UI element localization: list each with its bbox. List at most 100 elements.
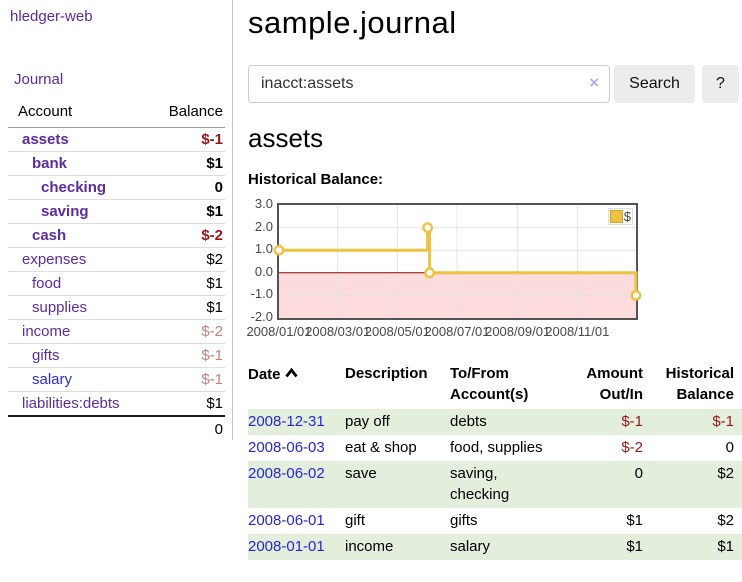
- transaction-accounts: debts: [450, 413, 487, 430]
- transactions-header-row: Date Description To/From Account(s) Amount …: [248, 361, 742, 409]
- search-input[interactable]: [248, 65, 610, 103]
- account-balance: $1: [206, 275, 223, 292]
- account-balance: $1: [206, 395, 223, 412]
- account-link[interactable]: salary: [32, 371, 73, 388]
- y-axis-tick-label: 0.0: [254, 263, 273, 279]
- transaction-balance: $-1: [712, 413, 734, 430]
- account-link[interactable]: assets: [22, 131, 69, 148]
- account-balance: $-1: [201, 347, 223, 364]
- transaction-description: save: [345, 465, 377, 482]
- legend-swatch: [609, 210, 623, 223]
- transaction-accounts: gifts: [450, 512, 478, 529]
- transaction-date-link[interactable]: 2008-06-01: [248, 512, 325, 529]
- accounts-total-balance: 0: [152, 415, 225, 441]
- account-balance: $1: [206, 299, 223, 316]
- account-link[interactable]: liabilities:debts: [22, 395, 120, 412]
- transaction-row: 2008-12-31 pay off debts $-1 $-1: [248, 409, 742, 435]
- account-balance: $1: [206, 155, 223, 172]
- accounts-table: Account Balance assets $-1 bank $1 check…: [8, 101, 225, 441]
- account-link[interactable]: checking: [41, 179, 107, 196]
- x-axis-tick-label: 2008/11/01: [545, 324, 610, 339]
- app-title-link[interactable]: hledger-web: [10, 8, 93, 25]
- account-row: expenses $2: [8, 248, 225, 272]
- transaction-amount: $-2: [621, 439, 643, 456]
- chart-title: Historical Balance:: [248, 171, 384, 188]
- transaction-amount: 0: [634, 465, 643, 482]
- account-balance: $-1: [201, 371, 223, 388]
- account-link[interactable]: cash: [32, 227, 67, 244]
- account-link[interactable]: bank: [32, 155, 68, 172]
- chart-plot-area: $: [273, 203, 642, 320]
- account-row: income $-2: [8, 320, 225, 344]
- account-balance: $-2: [201, 227, 223, 244]
- historical-balance-chart: $3.0 2.0 1.0 0.0 -1.0 -2.0 2008/01/01 2008/03/0…: [246, 188, 742, 340]
- x-axis-tick-label: 2008/01/01: [246, 324, 312, 339]
- account-link[interactable]: supplies: [32, 299, 88, 316]
- help-button[interactable]: ?: [702, 65, 739, 103]
- clear-search-icon[interactable]: ×: [589, 73, 599, 92]
- x-axis-tick-label: 2008/09/01: [485, 324, 551, 339]
- account-balance: $-1: [201, 131, 223, 148]
- data-point-marker[interactable]: [630, 290, 642, 301]
- search-button[interactable]: Search: [614, 65, 695, 103]
- account-row: saving $1: [8, 200, 225, 224]
- sidebar: hledger-web Journal Account Balance asse…: [0, 0, 233, 441]
- transactions-table: Date Description To/From Account(s) Amount …: [248, 361, 742, 560]
- account-row: food $1: [8, 272, 225, 296]
- column-header-account: Account: [8, 101, 153, 128]
- account-link[interactable]: income: [22, 323, 71, 340]
- data-point-marker[interactable]: [273, 244, 285, 256]
- transaction-description: gift: [345, 512, 366, 529]
- account-row: gifts $-1: [8, 344, 225, 368]
- transaction-date-link[interactable]: 2008-01-01: [248, 538, 325, 555]
- column-header-tofrom: To/From Account(s): [450, 365, 529, 403]
- transaction-accounts: food, supplies: [450, 439, 543, 456]
- transaction-row: 2008-06-03 eat & shop food, supplies $-2…: [248, 435, 742, 461]
- account-row: assets $-1: [8, 128, 225, 152]
- transaction-date-link[interactable]: 2008-06-03: [248, 439, 325, 456]
- legend-label: $: [623, 209, 631, 224]
- transaction-amount: $1: [626, 538, 643, 555]
- account-row: liabilities:debts $1: [8, 392, 225, 417]
- transaction-date-link[interactable]: 2008-06-02: [248, 465, 325, 482]
- accounts-total-row: 0: [8, 415, 225, 441]
- account-balance: $2: [206, 251, 223, 268]
- account-link[interactable]: expenses: [22, 251, 87, 268]
- transaction-balance: $1: [717, 538, 734, 555]
- account-row: cash $-2: [8, 224, 225, 248]
- transaction-amount: $-1: [621, 413, 643, 430]
- account-row: checking 0: [8, 176, 225, 200]
- search-box: ×: [248, 65, 610, 103]
- account-balance: $-2: [201, 323, 223, 340]
- account-link[interactable]: food: [32, 275, 62, 292]
- transaction-date-link[interactable]: 2008-12-31: [248, 413, 325, 430]
- column-header-balance: Historical Balance: [665, 365, 734, 403]
- sidebar-item-journal[interactable]: Journal: [14, 71, 64, 88]
- y-axis-tick-label: -2.0: [250, 309, 273, 324]
- transaction-row: 2008-01-01 income salary $1 $1: [248, 534, 742, 560]
- data-point-marker[interactable]: [424, 267, 436, 279]
- account-link[interactable]: gifts: [32, 347, 60, 364]
- x-axis-tick-label: 2008/03/01: [305, 324, 371, 339]
- transaction-description: eat & shop: [345, 439, 417, 456]
- y-axis-tick-label: 3.0: [254, 196, 273, 211]
- transaction-accounts: salary: [450, 538, 491, 555]
- column-header-description: Description: [345, 365, 428, 382]
- chart-legend: $: [607, 208, 633, 225]
- main-content: sample.journal × Search ? assets Histori…: [246, 0, 742, 560]
- accounts-table-header-row: Account Balance: [8, 101, 225, 128]
- transaction-balance: $2: [717, 465, 734, 482]
- transaction-balance: 0: [725, 439, 734, 456]
- transaction-description: income: [345, 538, 394, 555]
- column-header-amount: Amount Out/In: [586, 365, 643, 403]
- x-axis-tick-label: 2008/07/01: [424, 324, 490, 339]
- account-link[interactable]: saving: [41, 203, 89, 220]
- column-header-date[interactable]: Date: [248, 361, 345, 409]
- transaction-accounts: saving, checking: [450, 465, 510, 503]
- transaction-row: 2008-06-02 save saving, checking 0 $2: [248, 461, 742, 508]
- sort-ascending-icon: [284, 363, 298, 384]
- account-row: salary $-1: [8, 368, 225, 392]
- column-header-balance: Balance: [152, 101, 225, 128]
- data-point-marker[interactable]: [422, 222, 434, 234]
- account-heading: assets: [248, 123, 324, 153]
